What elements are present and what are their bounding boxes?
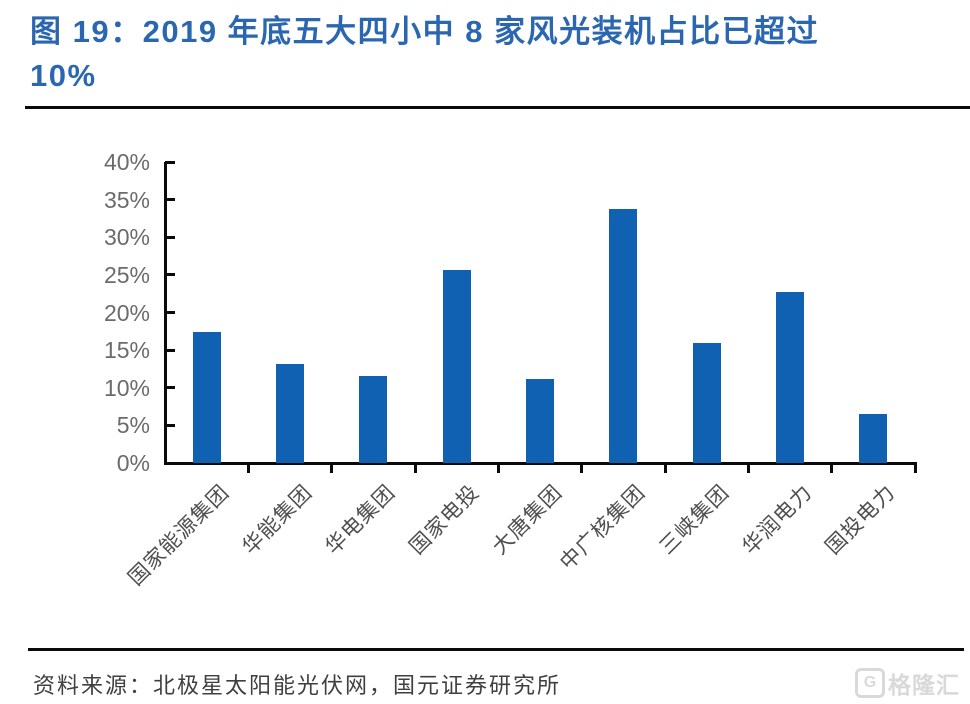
- bar: [442, 269, 471, 463]
- x-axis-tick-mark: [580, 463, 584, 473]
- x-axis-category-label-text: 国家能源集团: [123, 479, 234, 591]
- x-axis-category-label-text: 国家电投: [404, 479, 484, 560]
- y-axis-tick-mark: [165, 311, 175, 314]
- bar: [359, 376, 388, 463]
- bar: [692, 342, 721, 463]
- y-axis-tick-label: 5%: [116, 412, 150, 439]
- x-axis-tick-mark: [913, 463, 917, 473]
- y-axis-tick-label: 15%: [103, 337, 150, 364]
- bar: [776, 292, 804, 463]
- y-axis-tick-label: 20%: [103, 299, 150, 326]
- x-axis-tick-mark: [663, 463, 667, 473]
- source-note: 资料来源：北极星太阳能光伏网，国元证券研究所: [33, 673, 562, 698]
- figure-title-line1: 图 19：2019 年底五大四小中 8 家风光装机占比已超过: [30, 14, 820, 49]
- x-axis-tick-mark: [246, 463, 250, 473]
- y-axis-tick-label: 25%: [103, 261, 150, 288]
- x-axis-tick-mark: [746, 463, 750, 473]
- footer-divider-rule: [28, 648, 964, 651]
- y-axis-tick-label: 40%: [103, 149, 150, 175]
- x-axis-tick-mark: [496, 463, 500, 473]
- y-axis-tick-label: 0%: [116, 450, 150, 476]
- x-axis-category-label-text: 华能集团: [237, 479, 317, 560]
- y-axis-tick-label: 30%: [103, 224, 150, 251]
- x-axis-category-label-text: 华电集团: [320, 479, 401, 560]
- y-axis-tick-mark: [165, 348, 175, 352]
- y-axis-tick-label: 35%: [103, 186, 150, 213]
- bar: [192, 332, 221, 463]
- x-axis-category-label-text: 华润电力: [737, 479, 817, 560]
- x-axis-tick-mark: [413, 463, 417, 473]
- y-axis-tick-mark: [165, 423, 175, 427]
- y-axis-tick-mark: [165, 386, 175, 390]
- y-axis-tick-mark: [165, 160, 175, 164]
- figure-title-line2: 10%: [30, 58, 97, 93]
- x-axis-category-label-text: 三峡集团: [654, 479, 734, 560]
- gelonghui-watermark: G 格隆汇: [855, 666, 960, 700]
- x-axis-category-label-text: 大唐集团: [487, 479, 567, 560]
- gelonghui-logo-text: 格隆汇: [888, 672, 960, 698]
- y-axis-tick-mark: [165, 235, 175, 239]
- bar: [276, 363, 304, 463]
- x-axis-line: [163, 461, 917, 465]
- bar: [859, 414, 888, 463]
- x-axis-tick-mark: [330, 463, 334, 473]
- bar: [609, 208, 638, 463]
- x-axis-category-label-text: 国投电力: [820, 479, 901, 560]
- gelonghui-logo-icon: G: [855, 668, 885, 698]
- title-divider-rule: [25, 106, 970, 109]
- y-axis-tick-label: 10%: [103, 374, 150, 401]
- bar: [526, 379, 554, 463]
- x-axis-category-label-text: 中广核集团: [555, 479, 651, 575]
- x-axis-tick-mark: [830, 463, 834, 473]
- y-axis-tick-mark: [165, 273, 175, 277]
- y-axis-tick-mark: [165, 198, 175, 202]
